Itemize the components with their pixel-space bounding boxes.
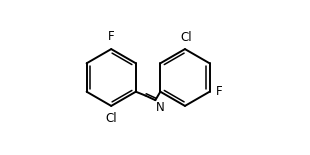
Text: F: F — [216, 85, 222, 98]
Text: Cl: Cl — [105, 112, 117, 125]
Text: F: F — [108, 30, 114, 43]
Text: Cl: Cl — [181, 31, 192, 44]
Text: N: N — [156, 101, 165, 114]
